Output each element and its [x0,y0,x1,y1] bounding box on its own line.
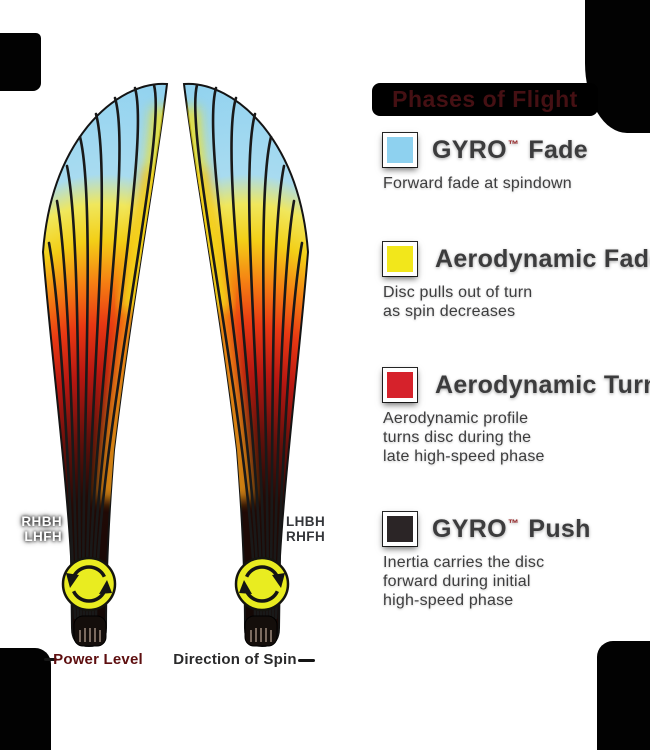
legend-item-gyro-push: GYRO™ Push Inertia carries the disc forw… [383,512,645,610]
direction-of-spin-caption: Direction of Spin [173,651,297,668]
legend-item-aero-turn: Aerodynamic Turn Aerodynamic profile tur… [383,368,650,466]
legend-description: Disc pulls out of turn as spin decreases [383,284,533,320]
corner-artifact-top-left [0,33,41,91]
corner-artifact-bottom-left [0,648,51,750]
corner-artifact-bottom-right [597,641,650,750]
power-level-caption: Power Level [53,651,143,668]
legend-item-gyro-fade: GYRO™ Fade Forward fade at spindown [383,133,645,193]
caption-leader-dash-right [298,659,315,662]
legend-description: Forward fade at spindown [383,175,572,192]
caption-leader-dash-left [44,658,57,661]
flight-fan-right [184,84,308,646]
legend-heading: GYRO™ Push [432,514,591,543]
trademark-mark: ™ [507,517,520,530]
gyro-fade-swatch [383,133,417,167]
legend-description: Inertia carries the disc forward during … [383,554,545,609]
legend-heading: Aerodynamic Fade [435,244,650,273]
throw-labels-left: RHBH LHFH [21,514,62,544]
legend-heading: GYRO™ Fade [432,135,588,164]
page-title: Phases of Flight [392,86,578,112]
legend-item-aero-fade: Aerodynamic Fade Disc pulls out of turn … [383,242,650,321]
flight-fan-left [41,82,169,648]
title-bar: Phases of Flight [372,83,598,116]
legend-description: Aerodynamic profile turns disc during th… [383,410,545,465]
spin-direction-icon [61,556,117,612]
gyro-push-swatch [383,512,417,546]
aero-fade-swatch [383,242,417,276]
aero-turn-swatch [383,368,417,402]
trademark-mark: ™ [507,138,520,151]
launch-disc-icon [73,615,107,647]
legend-heading: Aerodynamic Turn [435,370,650,399]
throw-labels-right: LHBH RHFH [286,514,326,544]
